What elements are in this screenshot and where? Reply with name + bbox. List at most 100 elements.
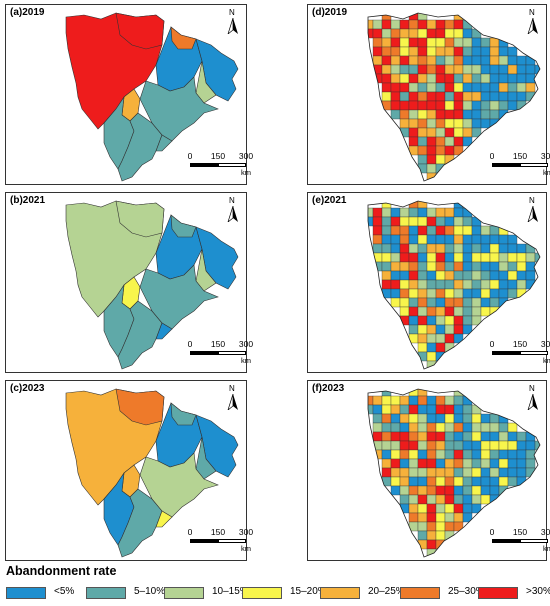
county xyxy=(435,19,446,30)
county xyxy=(435,476,446,487)
county xyxy=(444,467,455,478)
county xyxy=(444,449,455,460)
county xyxy=(426,476,437,487)
scale-unit: km xyxy=(543,168,550,177)
legend-label: >30% xyxy=(526,586,550,597)
county xyxy=(453,252,464,263)
county xyxy=(435,270,446,281)
scale-bar: 0 150 300 km xyxy=(186,152,266,178)
county xyxy=(372,55,383,66)
map-svg xyxy=(65,200,239,370)
legend-title: Abandonment rate xyxy=(6,564,117,578)
county xyxy=(480,467,491,478)
county xyxy=(462,243,473,254)
county xyxy=(462,225,473,236)
county xyxy=(444,127,455,138)
county xyxy=(426,19,437,30)
county xyxy=(444,243,455,254)
county xyxy=(390,82,401,93)
county xyxy=(390,225,401,236)
county xyxy=(444,261,455,272)
county xyxy=(462,37,473,48)
county xyxy=(426,243,437,254)
county xyxy=(453,395,464,406)
county xyxy=(399,270,410,281)
county xyxy=(381,279,392,290)
county xyxy=(426,207,437,218)
county xyxy=(399,207,410,218)
county xyxy=(516,467,527,478)
county xyxy=(489,82,500,93)
scale-tick: 300 xyxy=(238,527,254,537)
county xyxy=(408,270,419,281)
county xyxy=(426,431,437,442)
county xyxy=(399,234,410,245)
county xyxy=(399,422,410,433)
county xyxy=(399,82,410,93)
county xyxy=(462,91,473,102)
county xyxy=(381,19,392,30)
county xyxy=(408,297,419,308)
county xyxy=(444,73,455,84)
county xyxy=(417,207,428,218)
county xyxy=(489,476,500,487)
county xyxy=(417,476,428,487)
county xyxy=(372,28,383,39)
scale-tick: 0 xyxy=(187,527,193,537)
county xyxy=(399,449,410,460)
county xyxy=(417,270,428,281)
county xyxy=(489,55,500,66)
north-arrow-icon: N xyxy=(526,9,540,35)
county xyxy=(462,279,473,290)
county xyxy=(408,64,419,75)
county xyxy=(435,91,446,102)
county xyxy=(453,467,464,478)
county xyxy=(489,494,500,505)
county xyxy=(417,279,428,290)
county xyxy=(390,279,401,290)
county xyxy=(435,46,446,57)
county xyxy=(417,440,428,451)
county xyxy=(480,458,491,469)
county xyxy=(471,297,482,308)
county xyxy=(489,449,500,460)
county xyxy=(498,252,509,263)
county xyxy=(390,234,401,245)
county xyxy=(390,46,401,57)
county xyxy=(390,395,401,406)
scale-bar-segment xyxy=(190,163,218,167)
county xyxy=(498,73,509,84)
county xyxy=(462,324,473,335)
panel-label: (a)2019 xyxy=(10,7,45,18)
county xyxy=(399,37,410,48)
county xyxy=(435,109,446,120)
county xyxy=(408,216,419,227)
county xyxy=(408,413,419,424)
county xyxy=(426,521,437,532)
county xyxy=(417,154,428,165)
county xyxy=(471,413,482,424)
county xyxy=(426,100,437,111)
county xyxy=(480,55,491,66)
scale-tick: 300 xyxy=(238,151,254,161)
map-svg xyxy=(367,12,541,182)
county xyxy=(462,261,473,272)
county xyxy=(435,503,446,514)
county xyxy=(480,485,491,496)
county xyxy=(399,458,410,469)
county xyxy=(399,297,410,308)
county xyxy=(489,243,500,254)
county xyxy=(417,306,428,317)
county xyxy=(471,476,482,487)
county xyxy=(516,279,527,290)
county xyxy=(435,234,446,245)
county xyxy=(516,449,527,460)
county xyxy=(525,458,536,469)
county xyxy=(444,395,455,406)
county xyxy=(426,163,437,174)
county xyxy=(426,494,437,505)
county xyxy=(399,225,410,236)
county xyxy=(516,91,527,102)
county xyxy=(462,118,473,129)
county xyxy=(471,467,482,478)
